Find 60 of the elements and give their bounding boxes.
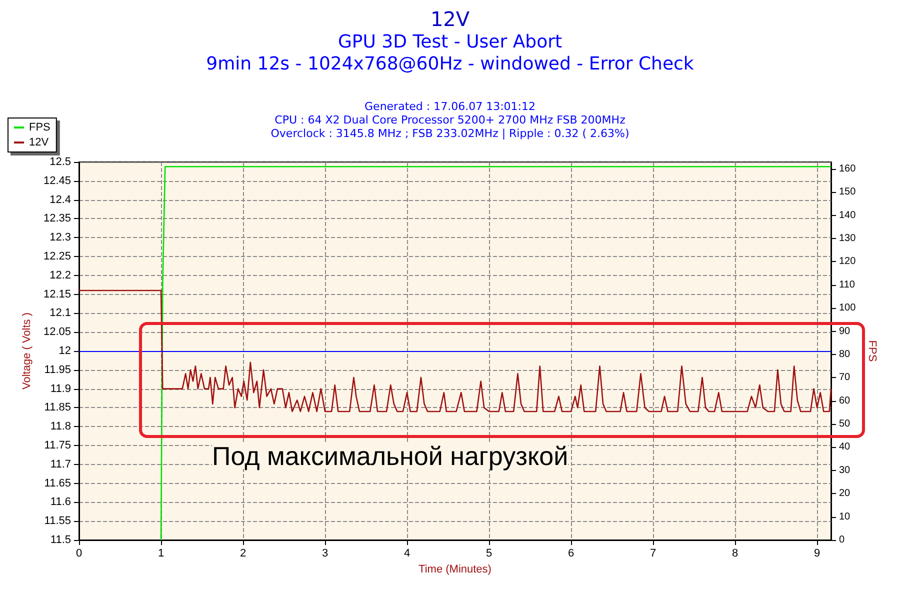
x-tick-label: 9 — [814, 548, 820, 560]
y-tick-label: 12.4 — [50, 194, 71, 206]
y2-tick-label: 120 — [839, 256, 856, 268]
x-tick-label: 1 — [158, 548, 164, 560]
y-axis-title: Voltage ( Volts ) — [21, 312, 34, 390]
y-tick-label: 12.1 — [50, 307, 71, 320]
y2-tick-label: 100 — [839, 302, 856, 314]
text: Overclock : 3145.8 MHz ; FSB 233.02MHz | Ripple : 0.32 ( 2.63%) — [270, 127, 630, 140]
y2-tick-label: 140 — [839, 210, 856, 221]
y2-tick-label: 10 — [839, 511, 851, 522]
x-tick-label: 0 — [76, 548, 82, 560]
text: CPU : 64 X2 Dual Core Processor 5200+ 2700 MHz FSB 200MHz — [274, 114, 626, 126]
x-tick-label: 4 — [404, 548, 410, 560]
legend-label: 12V — [29, 136, 50, 148]
y2-tick-label: 40 — [839, 442, 851, 453]
y-tick-label: 12.45 — [43, 174, 71, 187]
y2-tick-label: 30 — [839, 464, 851, 476]
y-tick-label: 11.65 — [44, 477, 71, 490]
y-tick-label: 11.75 — [44, 440, 71, 452]
x-tick-label: 5 — [486, 548, 492, 560]
x-axis-title: Time (Minutes) — [418, 563, 492, 576]
y-tick-label: 11.6 — [50, 496, 71, 508]
y-tick-label: 12.2 — [50, 269, 71, 282]
y2-tick-label: 50 — [839, 418, 851, 430]
y2-tick-label: 60 — [839, 395, 851, 406]
y2-tick-label: 160 — [839, 163, 856, 174]
y2-axis-title: FPS — [866, 340, 878, 362]
x-tick-label: 6 — [568, 548, 574, 560]
x-tick-label: 2 — [240, 548, 246, 560]
y-tick-label: 12.35 — [43, 212, 71, 225]
x-tick-label: 7 — [650, 548, 656, 560]
y-tick-label: 11.8 — [50, 420, 71, 433]
text: Generated : 17.06.07 13:01:12 — [364, 100, 536, 113]
y-tick-label: 12 — [58, 345, 71, 357]
y2-tick-label: 80 — [839, 348, 851, 360]
y-tick-label: 11.85 — [44, 402, 71, 414]
y-tick-label: 11.95 — [44, 364, 71, 376]
line-series — [78, 290, 832, 412]
x-tick-label: 8 — [732, 548, 738, 560]
legend-label: FPS — [29, 122, 50, 134]
y-tick-label: 11.5 — [50, 534, 71, 546]
y-tick-label: 12.25 — [43, 250, 71, 262]
y2-tick-label: 110 — [839, 279, 856, 290]
x-tick-label: 3 — [322, 548, 328, 560]
annotation: Под максимальной нагрузкой — [212, 441, 568, 471]
chart-title: 12V — [430, 7, 470, 31]
y2-tick-label: 70 — [839, 372, 851, 384]
y-tick-label: 11.55 — [44, 515, 71, 528]
y2-tick-label: 20 — [839, 488, 851, 500]
y2-tick-label: 90 — [839, 326, 851, 337]
y-tick-label: 11.7 — [50, 458, 71, 470]
y2-tick-label: 0 — [839, 534, 845, 546]
y-tick-label: 11.9 — [50, 382, 71, 395]
y-tick-label: 12.15 — [43, 288, 71, 300]
y-tick-label: 12.3 — [50, 232, 71, 244]
y2-tick-label: 130 — [839, 233, 856, 244]
y-tick-label: 12.5 — [50, 156, 71, 168]
y-tick-label: 12.05 — [43, 326, 71, 338]
chart-subtitle: GPU 3D Test - User Abort 9min 12s - 1024x768@60Hz - windowed - Error Check — [206, 32, 694, 74]
y2-tick-label: 150 — [839, 186, 856, 198]
